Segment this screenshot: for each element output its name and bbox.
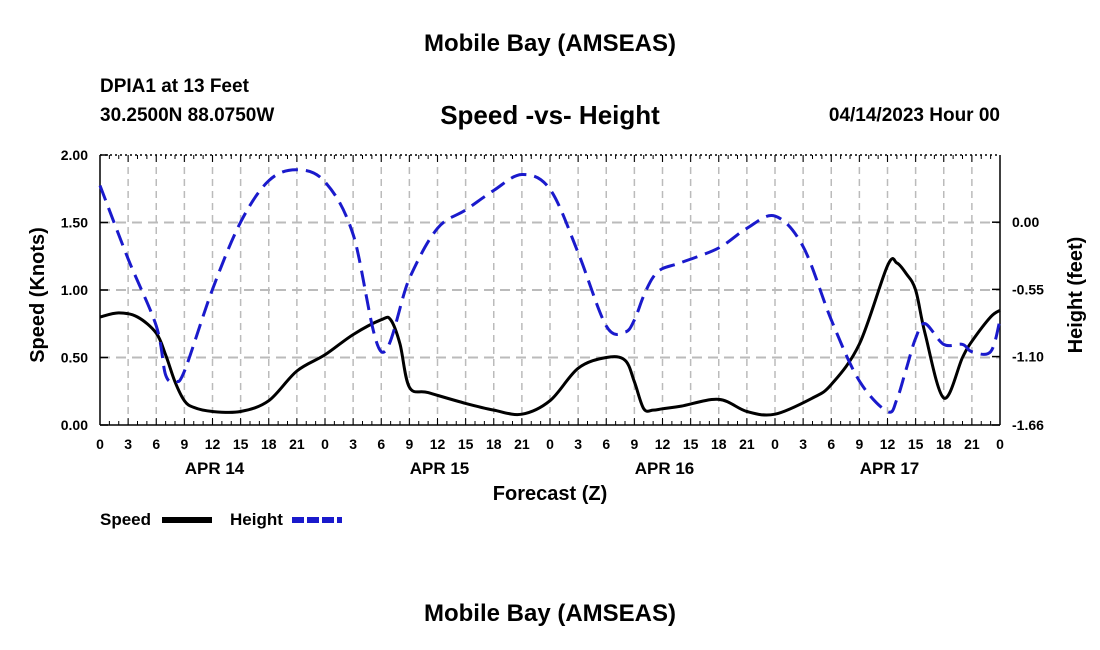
y2-axis-title: Height (feet) [1065,237,1087,354]
x-day-label: APR 14 [185,459,245,478]
x-tick-label: 12 [655,436,671,452]
x-tick-label: 6 [827,436,835,452]
x-tick-label: 15 [458,436,474,452]
chart-subtitle: Speed -vs- Height [440,100,660,130]
page-title: Mobile Bay (AMSEAS) [423,30,677,57]
series-line-height [98,168,1002,414]
y-tick-label: 1.00 [61,282,88,298]
x-tick-label: 21 [964,436,980,452]
x-tick-label: 18 [261,436,277,452]
x-tick-label: 18 [486,436,502,452]
coordinates-label: 30.2500N 88.0750W [100,105,275,126]
x-tick-label: 9 [855,436,863,452]
x-tick-label: 0 [321,436,329,452]
x-tick-label: 9 [630,436,638,452]
y-tick-label: 0.50 [61,350,88,366]
x-day-label: APR 17 [860,459,920,478]
x-tick-label: 0 [546,436,554,452]
y-tick-label: 0.00 [61,417,88,433]
x-tick-label: 15 [233,436,249,452]
x-tick-label: 18 [711,436,727,452]
x-tick-label: 21 [739,436,755,452]
x-tick-label: 18 [936,436,952,452]
x-tick-label: 12 [205,436,221,452]
station-label: DPIA1 at 13 Feet [100,76,249,97]
series-line-speed [99,257,1001,417]
x-tick-label: 6 [152,436,160,452]
x-tick-label: 21 [514,436,530,452]
y2-tick-label: -0.55 [1012,281,1044,297]
x-day-label: APR 15 [410,459,470,478]
chart-svg: 0.00 0.50 1.00 1.50 2.00 -1.66 -1.10 -0.55 0.00 0… [27,147,1087,529]
y2-tick-label: 0.00 [1012,214,1039,230]
x-tick-label: 3 [124,436,132,452]
y2-tick-label: -1.10 [1012,349,1044,365]
x-tick-label: 0 [996,436,1004,452]
x-tick-label: 3 [574,436,582,452]
footer-title: Mobile Bay (AMSEAS) [423,600,677,627]
x-tick-label: 3 [799,436,807,452]
x-tick-label: 0 [771,436,779,452]
x-tick-label: 6 [602,436,610,452]
legend-label-height: Height [230,510,283,529]
x-tick-label: 9 [180,436,188,452]
y-axis-title: Speed (Knots) [27,227,49,363]
x-tick-label: 0 [96,436,104,452]
x-tick-label: 15 [908,436,924,452]
x-tick-label: 21 [289,436,305,452]
x-tick-label: 9 [405,436,413,452]
x-tick-label: 12 [430,436,446,452]
x-axis-title: Forecast (Z) [493,483,607,505]
forecast-datetime: 04/14/2023 Hour 00 [828,105,1000,126]
y2-tick-label: -1.66 [1012,417,1044,433]
x-tick-label: 15 [683,436,699,452]
y-tick-label: 2.00 [61,147,88,163]
x-day-label: APR 16 [635,459,695,478]
x-tick-label: 3 [349,436,357,452]
legend-label-speed: Speed [100,510,151,529]
x-tick-label: 6 [377,436,385,452]
x-tick-label: 12 [880,436,896,452]
y-tick-label: 1.50 [61,215,88,231]
